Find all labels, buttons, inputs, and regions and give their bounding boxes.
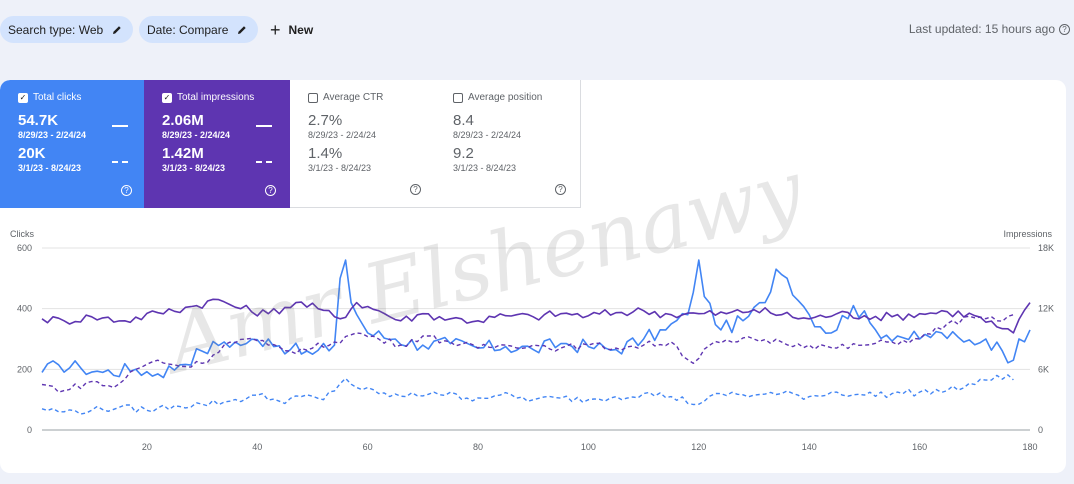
left-tick-label: 400: [17, 304, 32, 314]
metric-label: Total impressions: [177, 92, 255, 103]
metric-label: Average CTR: [323, 92, 384, 103]
metric-range: 8/29/23 - 2/24/24: [18, 130, 87, 140]
search-type-chip[interactable]: Search type: Web: [0, 16, 134, 43]
metric-range: 8/29/23 - 2/24/24: [162, 130, 231, 140]
help-icon[interactable]: ?: [265, 185, 276, 196]
filter-bar: Search type: Web Date: Compare + New Las…: [0, 0, 1074, 60]
legend-solid-line: [256, 125, 272, 127]
right-tick-label: 12K: [1038, 304, 1054, 314]
metric-range-previous: 3/1/23 - 8/24/23: [162, 163, 226, 173]
plus-icon: +: [270, 19, 281, 40]
x-tick-label: 80: [473, 442, 483, 452]
metric-value-previous: 9.2: [453, 145, 474, 162]
new-filter-label: New: [288, 22, 314, 37]
metric-range-previous: 3/1/23 - 8/24/23: [453, 163, 517, 173]
metric-value: 2.7%: [308, 112, 343, 129]
performance-card: ✓ Total clicks 54.7K 8/29/23 - 2/24/24 20…: [0, 80, 1066, 473]
x-tick-label: 180: [1022, 442, 1037, 452]
date-label: Date: Compare: [147, 22, 229, 37]
help-icon[interactable]: ?: [555, 184, 566, 195]
metric-range: 8/29/23 - 2/24/24: [453, 130, 522, 140]
metric-value: 2.06M: [162, 112, 204, 129]
left-tick-label: 200: [17, 364, 32, 374]
metric-label: Total clicks: [33, 92, 82, 103]
left-axis-title: Clicks: [10, 229, 34, 239]
date-chip[interactable]: Date: Compare: [139, 16, 259, 43]
legend-dashed-line: [112, 161, 128, 163]
right-tick-label: 6K: [1038, 364, 1049, 374]
help-icon[interactable]: ?: [121, 185, 132, 196]
metric-total-impressions[interactable]: ✓ Total impressions 2.06M 8/29/23 - 2/24/…: [144, 80, 290, 208]
last-updated: Last updated: 15 hours ago ?: [909, 22, 1070, 36]
metric-total-clicks[interactable]: ✓ Total clicks 54.7K 8/29/23 - 2/24/24 20…: [0, 80, 146, 208]
search-type-label: Search type: Web: [8, 22, 104, 37]
right-tick-label: 18K: [1038, 243, 1054, 253]
metric-label: Average position: [468, 92, 543, 103]
metric-average-position[interactable]: Average position 8.4 8/29/23 - 2/24/24 9…: [435, 80, 581, 208]
legend-solid-line: [112, 125, 128, 127]
checkbox-icon[interactable]: ✓: [18, 92, 28, 103]
checkbox-icon[interactable]: [453, 92, 463, 103]
new-filter-button[interactable]: + New: [270, 16, 313, 43]
help-icon[interactable]: ?: [1059, 23, 1070, 35]
left-tick-label: 0: [27, 425, 32, 435]
x-tick-label: 40: [252, 442, 262, 452]
right-axis-title: Impressions: [1003, 229, 1052, 239]
metric-range-previous: 3/1/23 - 8/24/23: [18, 163, 82, 173]
series-line-2: [41, 298, 1031, 334]
metric-value: 8.4: [453, 112, 474, 129]
x-tick-label: 120: [691, 442, 706, 452]
left-tick-label: 600: [17, 243, 32, 253]
performance-chart[interactable]: 0 200 400 600 0 6K 12K 18K 20 40 60 80 100 120 140 160 1…: [0, 80, 1066, 473]
x-tick-label: 160: [912, 442, 927, 452]
metric-value-previous: 1.4%: [308, 145, 343, 162]
pencil-icon[interactable]: [236, 24, 248, 36]
legend-dashed-line: [256, 161, 272, 163]
checkbox-icon[interactable]: ✓: [162, 92, 172, 103]
x-tick-label: 140: [802, 442, 817, 452]
metric-value-previous: 20K: [18, 145, 46, 162]
help-icon[interactable]: ?: [410, 184, 421, 195]
pencil-icon[interactable]: [111, 24, 123, 36]
metric-range: 8/29/23 - 2/24/24: [308, 130, 377, 140]
series-line-3: [41, 374, 1014, 415]
last-updated-text: Last updated: 15 hours ago: [908, 22, 1055, 36]
metric-range-previous: 3/1/23 - 8/24/23: [308, 163, 372, 173]
metric-average-ctr[interactable]: Average CTR 2.7% 8/29/23 - 2/24/24 1.4% …: [290, 80, 436, 208]
x-tick-label: 60: [363, 442, 373, 452]
series-line-4: [41, 314, 1014, 393]
x-tick-label: 100: [581, 442, 596, 452]
series-line-1: [41, 259, 1031, 379]
metric-value-previous: 1.42M: [162, 145, 204, 162]
x-tick-label: 20: [142, 442, 152, 452]
right-tick-label: 0: [1038, 425, 1043, 435]
metric-value: 54.7K: [18, 112, 59, 129]
checkbox-icon[interactable]: [308, 92, 318, 103]
